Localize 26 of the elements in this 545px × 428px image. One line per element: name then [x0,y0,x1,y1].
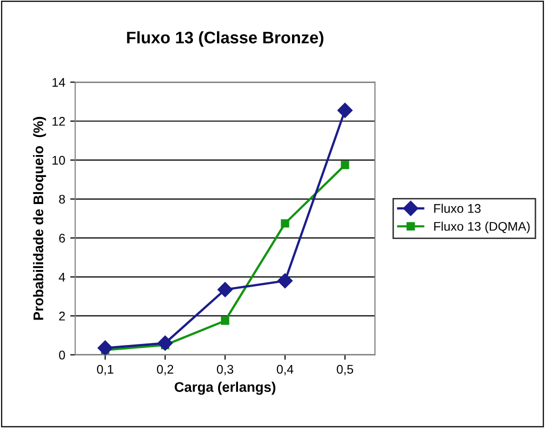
y-tick-label: 4 [58,272,66,282]
point [220,316,230,325]
x-tick-label: 0,5 [336,364,354,376]
y-axis-title: Probabilidade de Bloqueio (%) [33,116,46,320]
legend-label: Fluxo 13 [434,204,481,213]
point [158,336,173,351]
legend-label: Fluxo 13 (DQMA) [434,222,530,234]
point [340,160,350,170]
y-tick-label: 0 [59,350,65,360]
chart-title: Fluxo 13 (Classe Bronze) [127,31,324,47]
point [337,102,353,118]
x-axis-title: Carga (erlangs) [174,382,276,395]
x-tick-label: 0,2 [156,364,174,376]
y-tick-label: 14 [52,78,66,87]
point [218,282,233,298]
point [277,273,293,288]
y-tick-label: 8 [59,194,65,204]
y-tick-label: 2 [59,312,65,320]
point [98,340,113,355]
x-tick-label: 0,3 [216,364,234,376]
y-tick-label: 10 [52,156,65,165]
x-tick-label: 0,1 [96,364,114,376]
y-tick-label: 12 [52,116,65,126]
point [280,219,290,228]
y-tick-label: 6 [59,234,65,243]
x-tick-label: 0,4 [276,364,294,376]
